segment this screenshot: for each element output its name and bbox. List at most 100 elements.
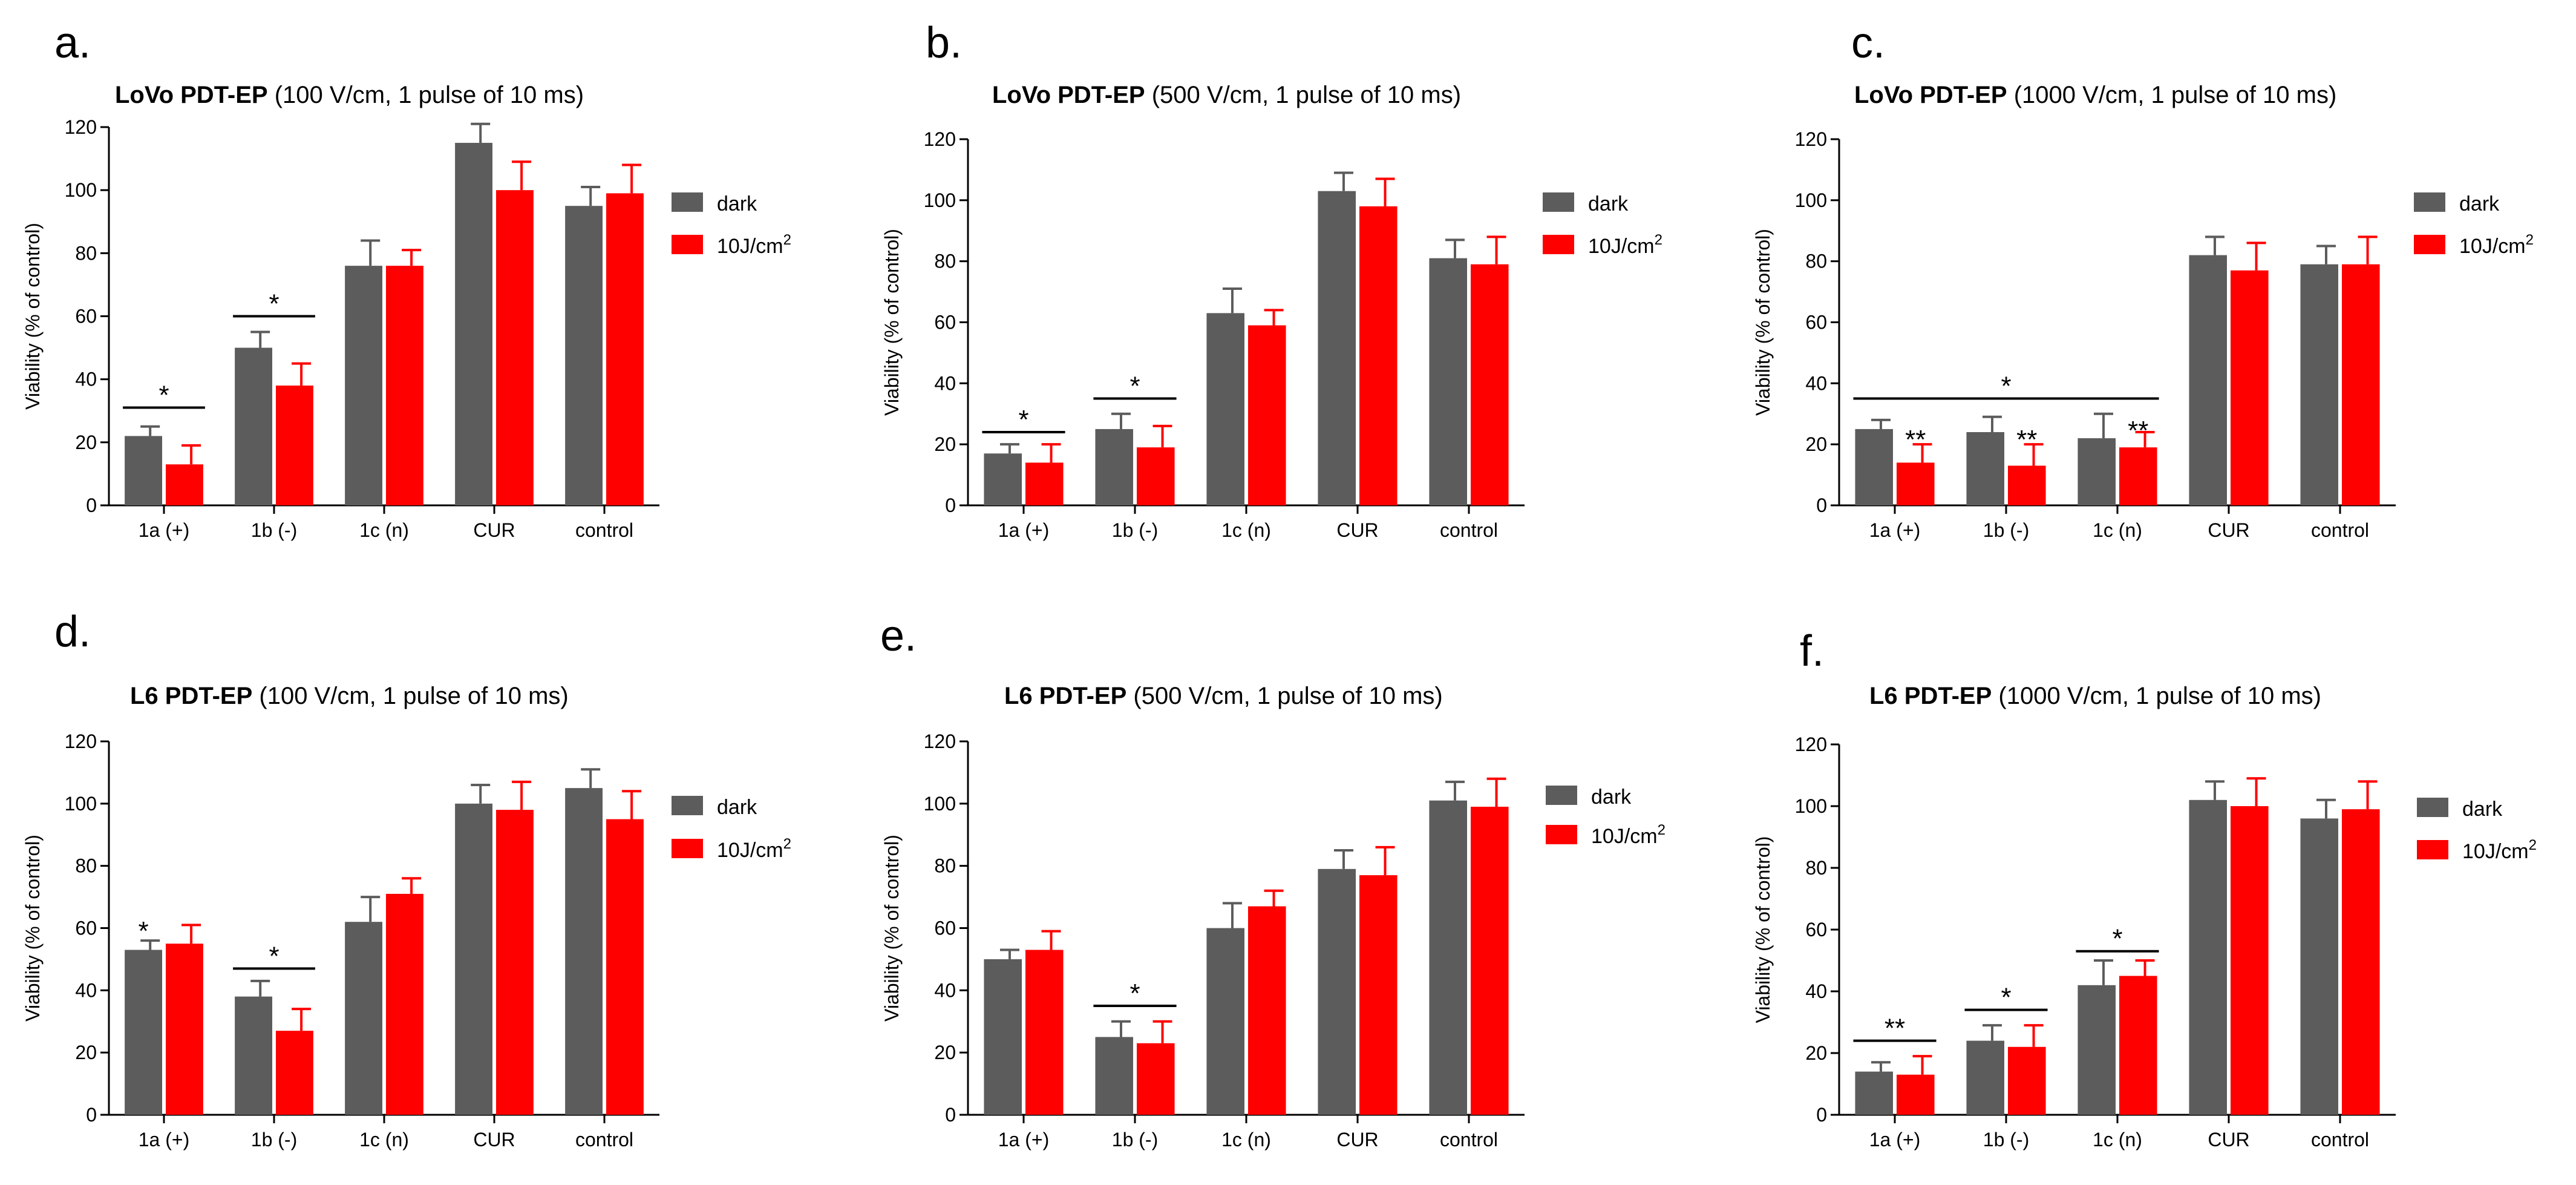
bar-dark — [1966, 1040, 2004, 1115]
legend-label-superscript: 2 — [2529, 837, 2537, 853]
y-tick-label: 120 — [1795, 128, 1827, 150]
y-tick-label: 40 — [1805, 980, 1827, 1002]
y-tick-label: 100 — [65, 179, 97, 201]
bar-dark — [2077, 438, 2116, 505]
panel-title: L6 PDT-EP (500 V/cm, 1 pulse of 10 ms) — [1004, 683, 1443, 709]
legend-label: dark — [2462, 798, 2503, 821]
y-tick-label: 80 — [75, 855, 97, 877]
significance-marker: * — [1129, 979, 1140, 1008]
y-tick-label: 120 — [924, 730, 956, 752]
legend-label-superscript: 2 — [1655, 232, 1662, 248]
legend-label-text: 10J/cm — [1591, 825, 1658, 848]
bar-dark — [1966, 432, 2004, 505]
x-tick-label: 1b (-) — [1983, 519, 2029, 541]
panel-title: L6 PDT-EP (1000 V/cm, 1 pulse of 10 ms) — [1869, 683, 2321, 709]
y-tick-label: 20 — [1805, 433, 1827, 455]
panel-letter: b. — [926, 19, 962, 67]
chart-panel-5: e. L6 PDT-EP (500 V/cm, 1 pulse of 10 ms)… — [880, 612, 1666, 1151]
x-tick-label: 1a (+) — [1869, 1129, 1920, 1151]
bar-dark — [1855, 1071, 1893, 1115]
x-tick-label: 1a (+) — [139, 1129, 189, 1151]
bar-light — [1897, 462, 1935, 505]
bar-dark — [2300, 818, 2338, 1115]
significance-marker: * — [2001, 372, 2011, 401]
x-tick-label: 1c (n) — [359, 519, 409, 541]
bar-dark — [125, 436, 162, 505]
y-tick-label: 0 — [1816, 1104, 1827, 1126]
bar-dark — [2189, 255, 2227, 505]
x-tick-label: 1a (+) — [139, 519, 189, 541]
significance-marker: * — [1018, 405, 1028, 435]
bar-dark — [345, 922, 382, 1115]
y-tick-label: 20 — [75, 1042, 97, 1063]
chart-panel-2: b. LoVo PDT-EP (500 V/cm, 1 pulse of 10 m… — [881, 19, 1662, 541]
legend-label-text: dark — [1591, 786, 1632, 809]
y-tick-label: 60 — [75, 306, 97, 327]
y-tick-label: 20 — [1805, 1042, 1827, 1064]
legend-label-text: dark — [717, 192, 757, 215]
y-tick-label: 40 — [934, 979, 956, 1001]
legend-label-text: dark — [717, 796, 757, 819]
y-tick-label: 80 — [1805, 857, 1827, 879]
y-tick-label: 120 — [65, 116, 97, 138]
x-tick-label: 1b (-) — [1983, 1129, 2029, 1151]
legend-label-text: dark — [2462, 798, 2503, 821]
bar-light — [2342, 264, 2380, 505]
y-tick-label: 0 — [945, 494, 956, 516]
x-tick-label: 1a (+) — [998, 1129, 1049, 1151]
panel-title: LoVo PDT-EP (500 V/cm, 1 pulse of 10 ms) — [992, 82, 1461, 108]
bar-light — [1471, 806, 1509, 1115]
chart-panel-4: d. L6 PDT-EP (100 V/cm, 1 pulse of 10 ms)… — [22, 608, 791, 1151]
significance-marker: ** — [2128, 416, 2148, 445]
bar-light — [2008, 1046, 2046, 1115]
bar-dark — [125, 950, 162, 1115]
legend-label: 10J/cm2 — [2462, 837, 2537, 863]
bar-light — [496, 190, 534, 506]
bar-light — [276, 1031, 313, 1115]
legend-label: 10J/cm2 — [1591, 822, 1666, 848]
legend-swatch-dark — [2417, 798, 2448, 817]
significance-marker: * — [1129, 372, 1140, 401]
legend-label: 10J/cm2 — [1588, 232, 1662, 258]
y-tick-label: 60 — [934, 917, 956, 939]
panel-title-bold: L6 PDT-EP — [130, 683, 252, 709]
panel-letter: e. — [880, 612, 917, 660]
bar-light — [2119, 447, 2157, 505]
bar-dark — [1318, 868, 1356, 1115]
x-tick-label: 1c (n) — [359, 1129, 409, 1151]
y-tick-label: 20 — [75, 432, 97, 453]
y-tick-label: 0 — [945, 1104, 956, 1126]
x-tick-label: 1b (-) — [251, 519, 297, 541]
y-tick-label: 40 — [75, 369, 97, 390]
panel-letter: a. — [54, 19, 91, 67]
bar-dark — [345, 266, 382, 505]
legend-label: 10J/cm2 — [717, 232, 791, 258]
bar-light — [1359, 875, 1398, 1115]
bar-dark — [1429, 258, 1467, 505]
y-tick-label: 0 — [86, 1104, 97, 1126]
bar-dark — [455, 803, 492, 1115]
legend-swatch-light — [2417, 840, 2448, 859]
bar-light — [1137, 1043, 1175, 1115]
y-tick-label: 40 — [75, 979, 97, 1001]
y-tick-label: 80 — [934, 855, 956, 877]
y-tick-label: 80 — [1805, 251, 1827, 272]
y-tick-label: 100 — [924, 793, 956, 815]
legend-label: dark — [2459, 192, 2500, 215]
legend-label-text: 10J/cm — [717, 235, 783, 258]
bar-light — [166, 464, 203, 505]
bar-dark — [984, 453, 1022, 505]
y-axis-label: Viability (% of control) — [1752, 229, 1774, 416]
bar-dark — [455, 143, 492, 505]
x-tick-label: 1b (-) — [1112, 519, 1158, 541]
legend-label-text: 10J/cm — [2459, 235, 2526, 258]
x-tick-label: 1a (+) — [998, 519, 1049, 541]
x-tick-label: 1b (-) — [251, 1129, 297, 1151]
panel-title-rest: (100 V/cm, 1 pulse of 10 ms) — [252, 683, 568, 709]
panel-title-rest: (500 V/cm, 1 pulse of 10 ms) — [1145, 82, 1461, 108]
bar-light — [496, 810, 534, 1115]
x-tick-label: control — [2311, 519, 2369, 541]
legend-swatch-light — [2414, 235, 2445, 254]
x-tick-label: control — [575, 519, 633, 541]
panel-title-bold: LoVo PDT-EP — [1854, 82, 2007, 108]
